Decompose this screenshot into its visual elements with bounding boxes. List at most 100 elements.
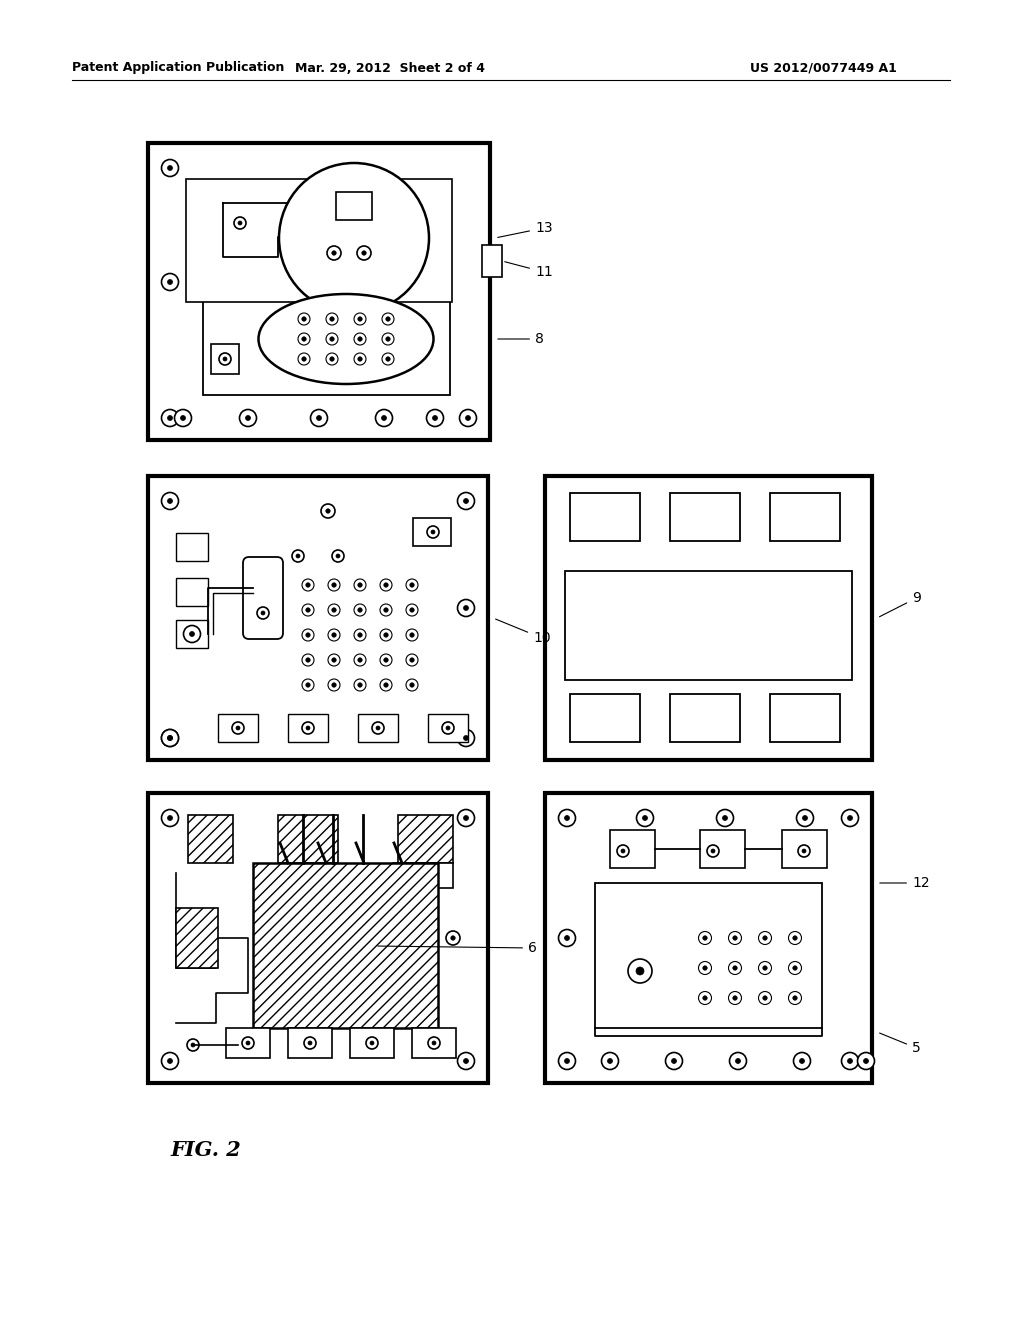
Bar — [188, 271, 220, 298]
Circle shape — [464, 816, 469, 821]
Bar — [188, 220, 220, 248]
Circle shape — [332, 607, 336, 612]
Circle shape — [168, 165, 172, 170]
Bar — [545, 793, 872, 1082]
Bar — [770, 492, 840, 541]
Bar — [413, 517, 451, 546]
Circle shape — [382, 352, 394, 366]
Circle shape — [466, 416, 470, 421]
Circle shape — [326, 352, 338, 366]
Circle shape — [410, 657, 414, 663]
Circle shape — [332, 550, 344, 562]
Bar — [610, 830, 655, 869]
Circle shape — [174, 409, 191, 426]
Circle shape — [357, 337, 362, 341]
Bar — [670, 492, 740, 541]
Circle shape — [842, 1052, 858, 1069]
Circle shape — [296, 554, 300, 558]
Circle shape — [464, 1059, 469, 1064]
Text: 13: 13 — [498, 220, 553, 238]
Circle shape — [464, 735, 469, 741]
Circle shape — [327, 246, 341, 260]
Circle shape — [410, 682, 414, 688]
Bar — [188, 814, 233, 863]
Circle shape — [803, 816, 808, 821]
Circle shape — [451, 936, 456, 940]
Circle shape — [733, 966, 737, 970]
Circle shape — [427, 525, 439, 539]
Circle shape — [797, 809, 813, 826]
Circle shape — [759, 961, 771, 974]
Text: Mar. 29, 2012  Sheet 2 of 4: Mar. 29, 2012 Sheet 2 of 4 — [295, 62, 485, 74]
Circle shape — [642, 816, 647, 821]
Circle shape — [842, 809, 858, 826]
Circle shape — [257, 607, 269, 619]
Circle shape — [406, 605, 418, 616]
Circle shape — [370, 1041, 374, 1045]
Circle shape — [446, 931, 460, 945]
Bar — [428, 714, 468, 742]
Circle shape — [384, 632, 388, 638]
Text: 5: 5 — [880, 1034, 921, 1055]
Circle shape — [279, 162, 429, 313]
Circle shape — [707, 845, 719, 857]
Text: 12: 12 — [880, 876, 930, 890]
Circle shape — [636, 968, 644, 975]
Circle shape — [357, 632, 362, 638]
Circle shape — [306, 632, 310, 638]
Text: US 2012/0077449 A1: US 2012/0077449 A1 — [750, 62, 897, 74]
Circle shape — [162, 730, 178, 747]
Circle shape — [410, 583, 414, 587]
Circle shape — [302, 653, 314, 667]
Circle shape — [321, 504, 335, 517]
Circle shape — [246, 416, 251, 421]
Circle shape — [332, 583, 336, 587]
Circle shape — [326, 313, 338, 325]
Circle shape — [302, 356, 306, 362]
Circle shape — [168, 499, 172, 503]
Circle shape — [848, 1059, 853, 1064]
Bar — [176, 578, 208, 606]
Circle shape — [361, 251, 367, 255]
Circle shape — [366, 1038, 378, 1049]
Circle shape — [380, 579, 392, 591]
Circle shape — [406, 579, 418, 591]
Bar — [770, 694, 840, 742]
Circle shape — [698, 991, 712, 1005]
Circle shape — [242, 1038, 254, 1049]
Circle shape — [763, 995, 767, 1001]
Circle shape — [357, 682, 362, 688]
Circle shape — [794, 1052, 811, 1069]
Circle shape — [326, 508, 330, 513]
Circle shape — [336, 554, 340, 558]
Circle shape — [464, 499, 469, 503]
Circle shape — [328, 605, 340, 616]
Bar — [278, 814, 338, 863]
Bar — [186, 180, 452, 302]
Circle shape — [386, 356, 390, 362]
Circle shape — [328, 678, 340, 690]
Circle shape — [380, 630, 392, 642]
Circle shape — [382, 416, 386, 421]
Circle shape — [410, 607, 414, 612]
Circle shape — [617, 845, 629, 857]
Circle shape — [427, 409, 443, 426]
Circle shape — [848, 816, 853, 821]
Circle shape — [328, 579, 340, 591]
Circle shape — [308, 1041, 312, 1045]
Circle shape — [306, 657, 310, 663]
Circle shape — [354, 579, 366, 591]
Bar — [253, 863, 438, 1028]
Circle shape — [328, 653, 340, 667]
Circle shape — [698, 961, 712, 974]
Circle shape — [728, 961, 741, 974]
Circle shape — [458, 492, 474, 510]
Circle shape — [798, 845, 810, 857]
Circle shape — [698, 932, 712, 945]
Circle shape — [728, 932, 741, 945]
Circle shape — [733, 936, 737, 940]
Circle shape — [376, 726, 380, 730]
Circle shape — [857, 1052, 874, 1069]
Circle shape — [246, 1041, 250, 1045]
Circle shape — [236, 726, 240, 730]
